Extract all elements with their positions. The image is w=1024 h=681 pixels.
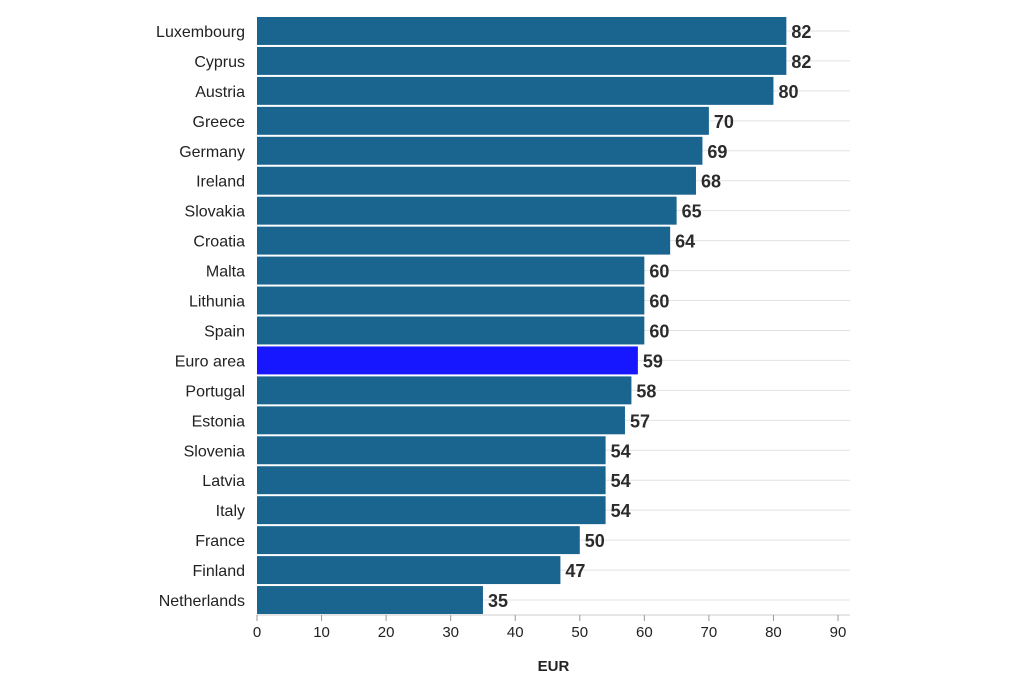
x-tick-label: 70 — [701, 624, 718, 641]
bar-spain — [257, 316, 645, 345]
category-label: Ireland — [196, 174, 245, 191]
x-tick-label: 0 — [253, 624, 261, 641]
value-label: 80 — [778, 82, 798, 102]
x-tick-label: 40 — [507, 624, 524, 641]
category-label: Estonia — [192, 413, 245, 430]
bar-greece — [257, 106, 709, 135]
bar-portugal — [257, 376, 632, 405]
bar-latvia — [257, 466, 606, 495]
bar-netherlands — [257, 586, 483, 614]
value-label: 57 — [630, 411, 650, 431]
value-label: 65 — [682, 202, 702, 222]
x-tick-label: 20 — [378, 624, 395, 641]
value-label: 68 — [701, 172, 721, 192]
value-label: 54 — [611, 501, 631, 521]
bar-slovakia — [257, 196, 677, 225]
value-label: 60 — [649, 321, 669, 341]
bar-lithunia — [257, 286, 645, 315]
x-tick-label: 90 — [830, 624, 847, 641]
bar-ireland — [257, 166, 696, 195]
category-label: Portugal — [185, 383, 245, 400]
value-label: 35 — [488, 591, 508, 611]
bar-france — [257, 526, 580, 555]
value-label: 82 — [791, 52, 811, 72]
bar-croatia — [257, 226, 671, 255]
bar-germany — [257, 136, 703, 165]
category-label: Slovakia — [185, 204, 246, 221]
bar-euro-area — [257, 346, 638, 375]
value-label: 64 — [675, 232, 695, 252]
value-label: 70 — [714, 112, 734, 132]
value-label: 58 — [636, 381, 656, 401]
bar-finland — [257, 556, 561, 585]
category-labels: Luxembourg Cyprus Austria Greece Germany Irel… — [156, 24, 245, 610]
x-tick-label: 60 — [636, 624, 653, 641]
category-label: Euro area — [175, 353, 245, 370]
value-label: 60 — [649, 292, 669, 312]
category-label: Finland — [193, 563, 245, 580]
bar-cyprus — [257, 46, 787, 75]
category-label: Croatia — [193, 234, 245, 251]
category-label: Slovenia — [184, 443, 245, 460]
value-label: 50 — [585, 531, 605, 551]
category-label: Latvia — [202, 473, 245, 490]
category-label: Germany — [179, 144, 245, 161]
x-axis-title: EUR — [538, 658, 570, 675]
category-label: Luxembourg — [156, 24, 245, 41]
category-label: Netherlands — [159, 593, 245, 610]
value-label: 54 — [611, 471, 631, 491]
value-label: 54 — [611, 441, 631, 461]
value-label: 69 — [707, 142, 727, 162]
category-label: Greece — [193, 114, 246, 131]
value-label: 82 — [791, 22, 811, 42]
bar-estonia — [257, 406, 625, 435]
value-label: 60 — [649, 262, 669, 282]
x-tick-label: 30 — [442, 624, 459, 641]
value-label: 59 — [643, 351, 663, 371]
category-label: Malta — [206, 264, 245, 281]
x-tick-label: 80 — [765, 624, 782, 641]
category-label: Cyprus — [194, 54, 245, 71]
bars — [257, 17, 787, 614]
bar-italy — [257, 496, 606, 525]
category-label: Italy — [216, 503, 245, 520]
x-tick-label: 10 — [313, 624, 330, 641]
category-label: Spain — [204, 323, 245, 340]
bar-slovenia — [257, 436, 606, 465]
x-tick-label: 50 — [571, 624, 588, 641]
bar-malta — [257, 256, 645, 285]
category-label: Lithunia — [189, 294, 245, 311]
category-label: France — [195, 533, 245, 550]
bar-austria — [257, 76, 774, 105]
x-axis: 0 10 20 30 40 50 60 70 80 90 — [253, 614, 850, 641]
category-label: Austria — [195, 84, 245, 101]
value-label: 47 — [565, 561, 585, 581]
bar-luxembourg — [257, 17, 787, 45]
